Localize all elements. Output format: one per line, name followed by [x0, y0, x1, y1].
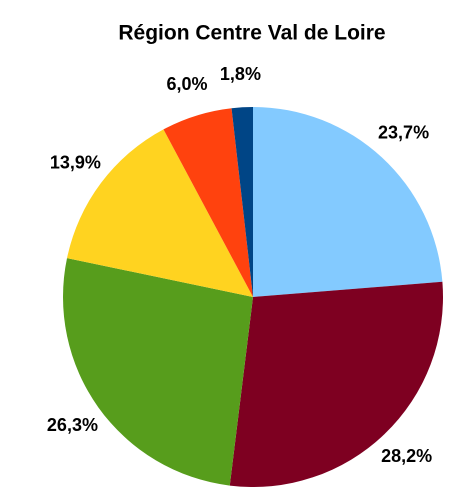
data-label: 28,2% — [381, 446, 432, 466]
data-label: 13,9% — [50, 153, 101, 173]
chart-title: Région Centre Val de Loire — [118, 22, 385, 45]
pie-slice — [229, 281, 443, 488]
data-label: 23,7% — [378, 123, 429, 143]
pie-slice — [163, 108, 253, 297]
data-label: 26,3% — [47, 415, 98, 435]
pie-slice — [67, 129, 253, 297]
pie-slice — [231, 107, 253, 297]
pie-slice — [62, 258, 254, 486]
pie-slice — [253, 107, 443, 297]
data-label: 1,8% — [220, 64, 261, 84]
data-label: 6,0% — [166, 74, 207, 94]
